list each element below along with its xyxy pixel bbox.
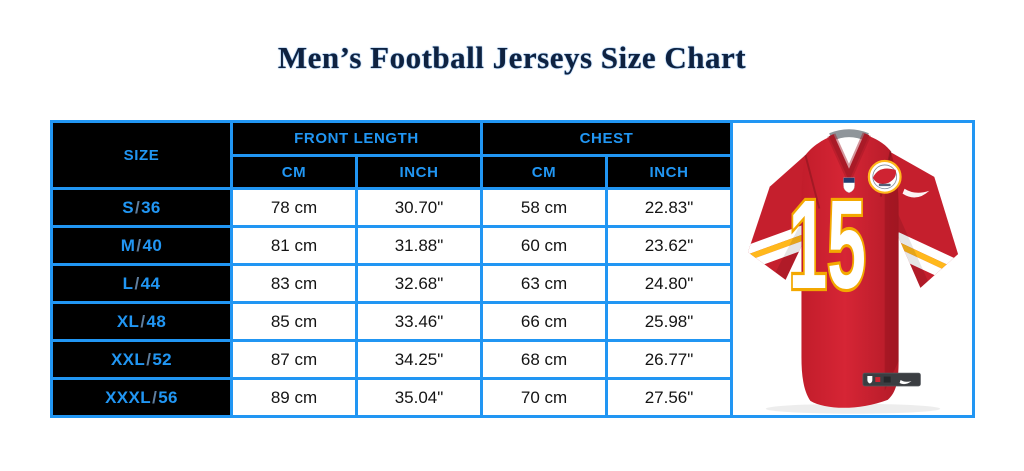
chiefs-logo-patch — [867, 159, 902, 194]
front-length-cm-value: 85 cm — [230, 301, 358, 343]
size-chart-table: SIZE FRONT LENGTH CHEST — [50, 119, 976, 418]
front-length-cm-value: 81 cm — [230, 225, 358, 267]
front-length-inch-value: 32.68" — [354, 263, 484, 305]
shoulder-number-left: 15 — [751, 126, 806, 163]
size-slash: / — [134, 273, 140, 293]
size-text: 36 — [141, 197, 161, 217]
chest-inch-value: 26.77" — [605, 339, 734, 381]
size-column-header: SIZE — [50, 119, 233, 191]
size-label: XXL/52 — [50, 339, 233, 381]
jersey-right-sleeve — [880, 151, 958, 288]
size-slash: / — [146, 349, 152, 369]
page-title: Men’s Football Jerseys Size Chart — [277, 40, 747, 75]
front-length-inch-value: 33.46" — [354, 301, 484, 343]
chest-inch-header: INCH — [605, 153, 734, 191]
front-length-cm-value: 89 cm — [230, 377, 358, 418]
front-length-cm-header: CM — [230, 153, 358, 191]
front-length-cm-value: 87 cm — [230, 339, 358, 381]
chest-header: CHEST — [480, 120, 734, 157]
size-slash: / — [136, 235, 142, 255]
size-slash: / — [134, 197, 141, 217]
jersey-shadow — [765, 403, 940, 414]
front-length-inch-value: 31.88" — [354, 225, 484, 267]
front-length-inch-value: 34.25" — [354, 339, 484, 381]
chest-cm-header: CM — [480, 153, 609, 191]
size-slash: / — [140, 311, 146, 331]
size-text: 44 — [140, 273, 161, 293]
jersey-front-number: 15 — [786, 170, 868, 317]
chest-cm-value: 60 cm — [480, 225, 609, 267]
chest-cm-value: 58 cm — [480, 187, 609, 229]
chest-inch-value: 27.56" — [605, 377, 734, 418]
jersey-image: 15 15 15 — [747, 126, 959, 414]
jersey-back-collar — [828, 129, 869, 142]
table-row: M/40 81 cm 31.88" 60 cm 23.62" — [50, 225, 974, 267]
size-slash: / — [152, 387, 158, 407]
chest-inch-value: 24.80" — [605, 263, 734, 305]
front-length-inch-value: 30.70" — [354, 187, 484, 229]
size-text: S — [122, 197, 134, 217]
front-length-inch-value: 35.04" — [354, 377, 484, 418]
size-text: M — [120, 235, 136, 255]
size-label: XL/48 — [50, 301, 233, 343]
size-text: XL — [116, 311, 140, 331]
size-text: XXXL — [105, 387, 152, 407]
nfl-shield-icon — [842, 177, 855, 193]
table-row: XXXL/56 89 cm 35.04" 70 cm 27.56" — [50, 377, 974, 418]
table-row: L/44 83 cm 32.68" 63 cm 24.80" — [50, 263, 974, 305]
size-text: 48 — [146, 311, 167, 331]
front-length-header: FRONT LENGTH — [229, 120, 484, 157]
size-text: 56 — [158, 387, 178, 407]
chest-cm-value: 63 cm — [480, 263, 609, 305]
size-text: 52 — [152, 349, 173, 369]
chest-inch-value: 25.98" — [605, 301, 734, 343]
size-label: S/36 — [50, 187, 233, 229]
front-length-cm-value: 83 cm — [230, 263, 358, 305]
shoulder-number-right: 15 — [904, 130, 959, 167]
size-label: XXXL/56 — [50, 377, 233, 418]
table-row: XL/48 85 cm 33.46" 66 cm 25.98" — [50, 301, 974, 343]
chest-cm-value: 66 cm — [480, 301, 609, 343]
jersey-jocktag — [862, 372, 921, 387]
size-text: L — [122, 273, 134, 293]
svg-text:15: 15 — [788, 173, 865, 316]
front-length-cm-value: 78 cm — [230, 187, 358, 229]
jersey-left-sleeve — [747, 155, 819, 280]
chest-cm-value: 68 cm — [480, 339, 609, 381]
jersey-collar — [826, 132, 871, 186]
nike-swoosh-icon — [902, 188, 929, 198]
jersey-torso — [800, 135, 899, 408]
table-row: S/36 78 cm 30.70" 58 cm 22.83" — [50, 187, 974, 229]
size-text: 40 — [142, 235, 163, 255]
front-length-inch-header: INCH — [354, 153, 484, 191]
chest-inch-value: 22.83" — [605, 187, 734, 229]
size-label: M/40 — [50, 225, 233, 267]
size-label: L/44 — [50, 263, 233, 305]
table-row: XXL/52 87 cm 34.25" 68 cm 26.77" — [50, 339, 974, 381]
jersey-photo-cell: 15 15 15 — [730, 120, 976, 418]
size-text: XXL — [110, 349, 146, 369]
chest-inch-value: 23.62" — [605, 225, 734, 267]
chest-cm-value: 70 cm — [480, 377, 609, 418]
